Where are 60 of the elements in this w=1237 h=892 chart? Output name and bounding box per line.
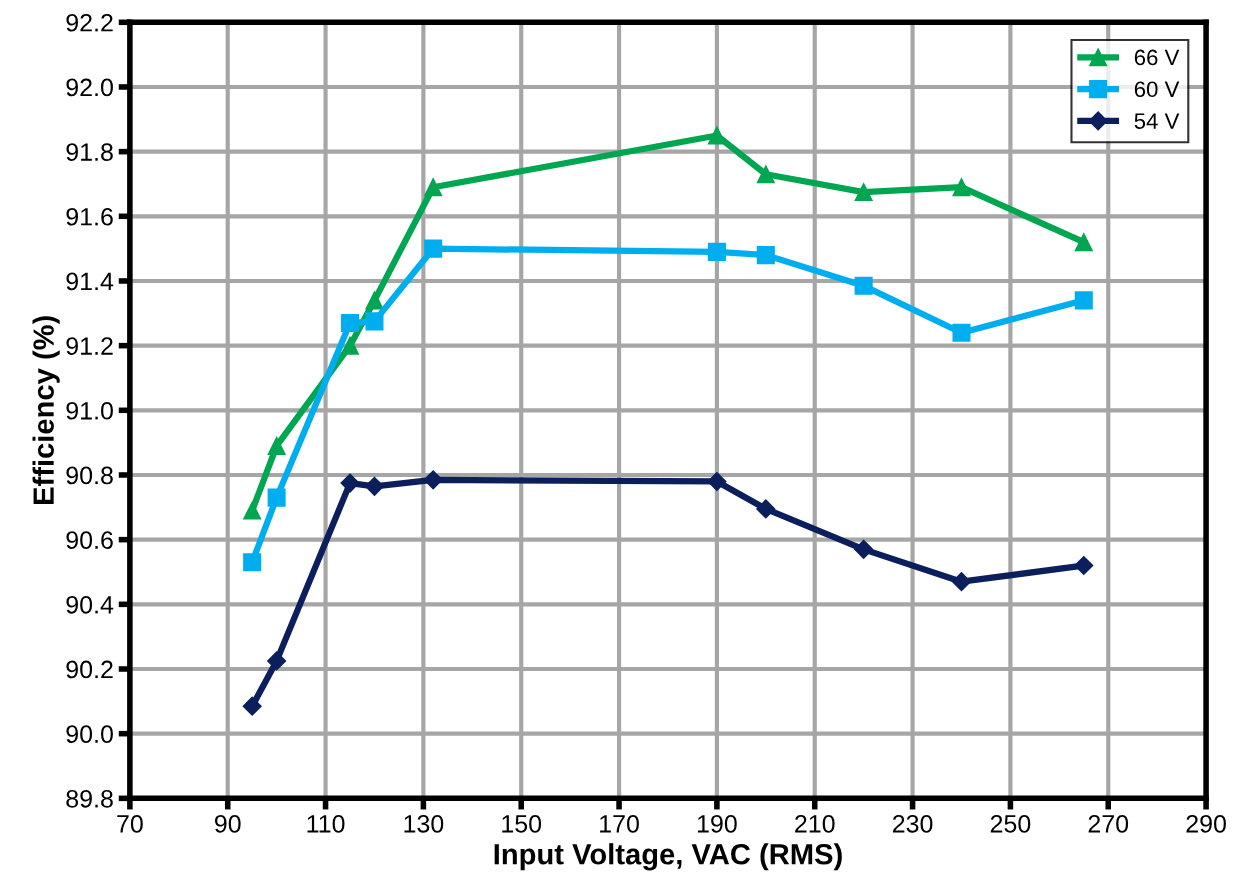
y-tick-label: 91.2 (66, 337, 113, 355)
x-tick-label: 290 (1186, 814, 1226, 833)
y-tick-label: 92.2 (66, 13, 113, 32)
point (365, 312, 384, 331)
x-tick-label: 270 (1088, 814, 1129, 833)
y-tick-label: 89.8 (66, 789, 113, 808)
point (340, 313, 360, 333)
x-tick-label: 230 (892, 814, 933, 833)
point (365, 291, 384, 310)
point (1074, 291, 1093, 310)
point (364, 476, 385, 496)
point (854, 276, 873, 295)
point (267, 488, 286, 507)
x-tick-label: 130 (404, 814, 444, 833)
x-tick-label: 250 (990, 814, 1031, 833)
y-tick-label: 91.4 (66, 272, 114, 291)
point (243, 501, 262, 520)
x-tick-label: 110 (307, 814, 345, 833)
point (424, 239, 443, 258)
legend-label: 60 V (1134, 81, 1180, 98)
point (242, 696, 262, 716)
y-tick-label: 90.2 (66, 660, 113, 679)
point (340, 473, 360, 493)
point (952, 323, 971, 342)
x-tick-label: 190 (697, 814, 737, 833)
point (707, 471, 727, 491)
x-tick-label: 210 (795, 814, 835, 833)
point (854, 183, 873, 202)
x-tick-label: 170 (600, 814, 639, 833)
point (423, 470, 443, 490)
y-axis-title: Efficiency (%) (32, 316, 60, 504)
point (756, 246, 775, 265)
point (756, 499, 776, 519)
point (707, 242, 726, 261)
point (854, 539, 874, 559)
y-tick-label: 90.8 (66, 466, 113, 485)
point (267, 436, 286, 455)
y-tick-label: 91.8 (66, 143, 113, 161)
point (1074, 233, 1093, 252)
x-axis-title: Input Voltage, VAC (RMS) (494, 843, 842, 871)
y-tick-label: 90.0 (66, 725, 113, 743)
y-tick-label: 91.6 (66, 207, 113, 226)
point (1074, 555, 1094, 576)
y-tick-label: 91.0 (66, 401, 113, 420)
point (951, 572, 972, 592)
point (243, 553, 262, 572)
y-tick-label: 90.4 (66, 595, 114, 614)
point (707, 126, 726, 145)
legend-label: 54 V (1134, 113, 1180, 129)
x-tick-label: 90 (214, 814, 241, 833)
y-tick-label: 90.6 (66, 531, 113, 549)
x-tick-label: 150 (502, 814, 542, 833)
point (952, 178, 971, 197)
x-tick-label: 70 (117, 814, 143, 833)
point (340, 336, 360, 355)
legend-label: 66 V (1134, 49, 1180, 66)
point (424, 178, 443, 197)
y-tick-label: 92.0 (66, 78, 113, 97)
point (267, 651, 287, 671)
point (756, 165, 775, 184)
